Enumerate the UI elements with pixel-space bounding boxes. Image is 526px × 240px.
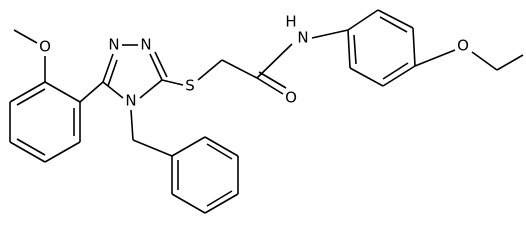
atom-label: H <box>285 13 296 31</box>
atom-label: O <box>285 89 297 107</box>
atom-label: O <box>457 37 469 55</box>
atom-label: N <box>108 36 119 54</box>
molecule-diagram: O N N N S O H N O <box>9 9 524 214</box>
atom-label: N <box>125 92 136 110</box>
atom-label: N <box>297 29 308 47</box>
atom-label: S <box>185 77 195 95</box>
atom-label: O <box>39 38 51 56</box>
atom-label: N <box>140 36 151 54</box>
bonds <box>9 9 524 214</box>
